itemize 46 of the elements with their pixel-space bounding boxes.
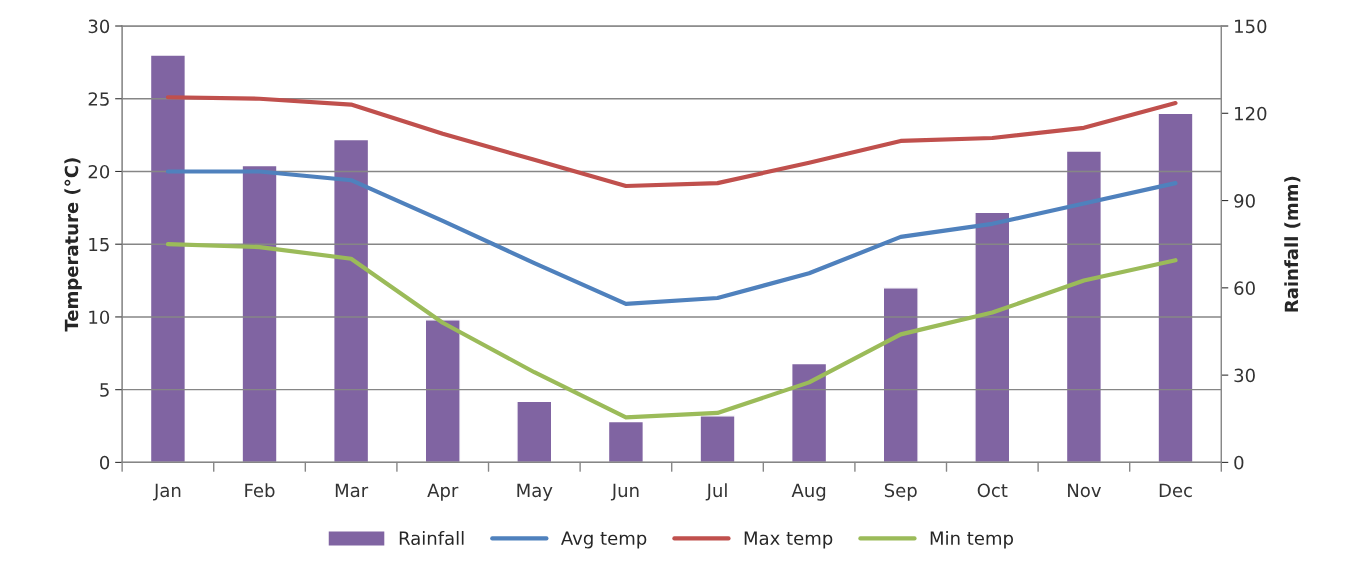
legend-label: Avg temp bbox=[561, 531, 647, 549]
bar bbox=[974, 211, 1011, 463]
x-tick-label: Jan bbox=[153, 483, 181, 501]
x-tick-label: Apr bbox=[427, 483, 459, 501]
x-tick-label: Sep bbox=[884, 483, 917, 501]
bar bbox=[241, 164, 278, 463]
y2-tick-label: 30 bbox=[1234, 368, 1255, 383]
y-tick-label: 30 bbox=[88, 19, 110, 34]
y2-tick-label: 0 bbox=[1234, 455, 1244, 470]
bar bbox=[607, 420, 645, 463]
bar bbox=[424, 319, 461, 463]
y-tick-label: 20 bbox=[88, 164, 110, 179]
line-series bbox=[165, 95, 1178, 189]
bar bbox=[1157, 112, 1194, 463]
y2-tick-label: 60 bbox=[1234, 281, 1255, 295]
x-tick-label: May bbox=[517, 483, 553, 501]
x-tick-label: Jul bbox=[705, 483, 727, 501]
x-tick-label: Mar bbox=[335, 483, 369, 498]
x-tick-label: Jun bbox=[610, 483, 639, 501]
bar bbox=[149, 54, 187, 463]
x-tick-label: Oct bbox=[977, 483, 1008, 498]
x-tick-label: Aug bbox=[791, 483, 826, 501]
line-series bbox=[165, 242, 1178, 420]
legend-label: Rainfall bbox=[399, 531, 464, 545]
bar bbox=[516, 400, 553, 463]
x-tick-label: Feb bbox=[245, 483, 275, 498]
y2-tick-label: 120 bbox=[1235, 106, 1267, 121]
y-tick-label: 15 bbox=[89, 237, 109, 252]
y-tick-label: 10 bbox=[89, 310, 110, 325]
legend-label: Min temp bbox=[930, 531, 1013, 549]
line-series bbox=[165, 169, 1178, 306]
bar bbox=[791, 362, 828, 463]
y-tick-label: 5 bbox=[100, 383, 109, 397]
y-tick-label: 0 bbox=[100, 455, 110, 470]
y-axis-title: Temperature (°C) bbox=[64, 158, 82, 332]
y2-axis-title: Rainfall (mm) bbox=[1284, 176, 1301, 312]
bar bbox=[882, 287, 919, 463]
legend-label: Max temp bbox=[744, 531, 833, 549]
y2-tick-label: 150 bbox=[1235, 19, 1267, 34]
y2-tick-label: 90 bbox=[1234, 194, 1255, 208]
bar bbox=[333, 138, 370, 463]
x-tick-label: Nov bbox=[1068, 483, 1101, 498]
x-tick-label: Dec bbox=[1159, 483, 1192, 498]
y-tick-label: 25 bbox=[88, 92, 109, 106]
bar bbox=[1065, 150, 1103, 463]
bar bbox=[699, 415, 736, 463]
